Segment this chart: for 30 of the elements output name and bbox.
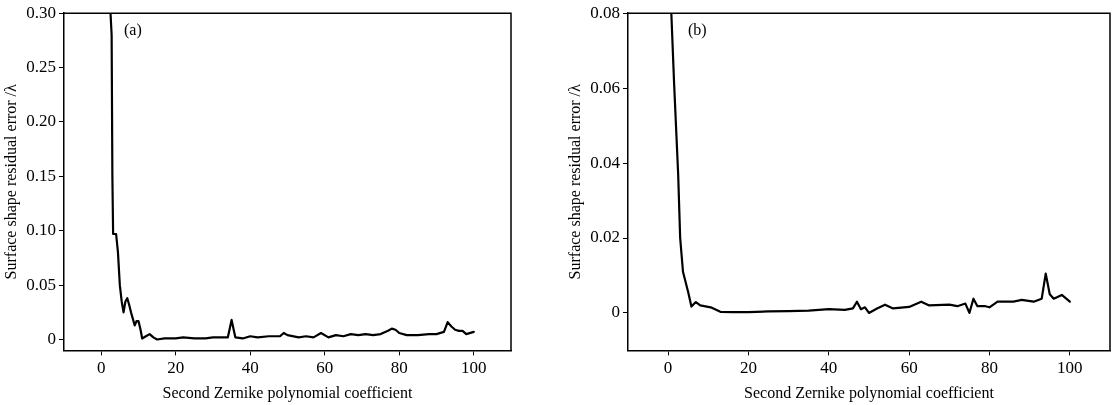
x-tick-label: 0 <box>663 358 673 378</box>
y-tick-label: 0.02 <box>590 227 620 247</box>
y-tick-label: 0.10 <box>26 220 56 240</box>
y-tick-label: 0.30 <box>26 2 56 22</box>
y-tick-label: 0.20 <box>26 111 56 131</box>
annotation: (a) <box>123 21 142 40</box>
x-tick-label: 20 <box>167 358 185 378</box>
y-tick-label: 0.08 <box>590 2 620 22</box>
x-tick-label: 40 <box>241 358 259 378</box>
y-tick-label: 0.05 <box>26 274 56 294</box>
x-tick-label: 60 <box>900 358 918 378</box>
y-tick-label: 0 <box>47 328 56 348</box>
x-tick-label: 20 <box>739 358 757 378</box>
y-tick-label: 0 <box>611 302 620 322</box>
x-tick-label: 80 <box>390 358 408 378</box>
y-axis-title: Surface shape residual error /λ <box>565 83 584 280</box>
x-tick-label: 0 <box>96 358 106 378</box>
y-tick-label: 0.04 <box>590 152 621 172</box>
x-tick-label: 40 <box>820 358 838 378</box>
y-tick-label: 0.25 <box>26 57 56 77</box>
annotation: (b) <box>687 21 707 40</box>
y-tick-label: 0.06 <box>590 77 620 97</box>
x-tick-label: 100 <box>461 358 487 378</box>
x-tick-label: 100 <box>1057 358 1083 378</box>
y-axis-title: Surface shape residual error /λ <box>1 83 20 280</box>
x-tick-label: 60 <box>316 358 334 378</box>
x-axis-title: Second Zernike polynomial coefficient <box>162 383 413 402</box>
y-tick-label: 0.15 <box>26 165 56 185</box>
x-axis-title: Second Zernike polynomial coefficient <box>744 383 995 402</box>
x-tick-label: 80 <box>980 358 998 378</box>
